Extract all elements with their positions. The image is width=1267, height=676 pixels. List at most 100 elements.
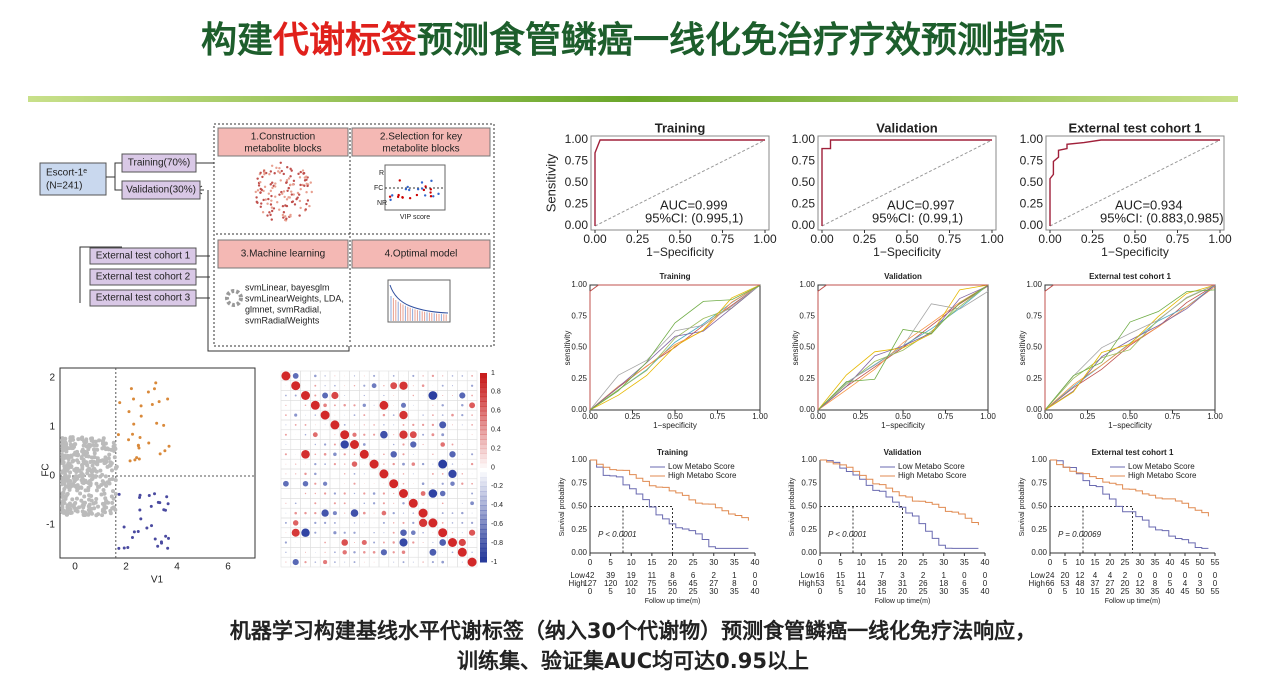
cell-dot <box>471 492 474 495</box>
chart-title: External test cohort 1 <box>1092 448 1174 457</box>
point <box>65 468 70 473</box>
cell-dot <box>392 375 395 377</box>
colorbar-label: 0.4 <box>491 427 501 434</box>
x-tick-label: 30 <box>1136 558 1145 567</box>
point <box>152 387 156 391</box>
cell-dot <box>431 423 435 427</box>
cell-dot <box>462 444 463 445</box>
cell-dot <box>323 443 327 446</box>
connector <box>196 255 210 299</box>
point <box>101 438 106 443</box>
point <box>113 492 118 497</box>
cell-dot <box>344 375 346 377</box>
point <box>153 537 157 541</box>
point <box>88 460 93 465</box>
cell-dot <box>380 430 388 439</box>
x-axis-label: 1−Specificity <box>873 245 941 259</box>
dot <box>274 182 277 185</box>
y-tick-label: 0.75 <box>1020 154 1044 168</box>
title-part: 预测食管鳞癌一线化免治疗疗效预测指标 <box>417 20 1065 61</box>
point <box>135 456 139 460</box>
cell-dot <box>354 502 355 504</box>
cell-dot <box>392 443 395 446</box>
x-tick-label: 0.00 <box>582 412 598 421</box>
cell-dot <box>373 531 375 534</box>
colorbar <box>480 443 487 450</box>
cell-dot <box>383 453 385 456</box>
cell-dot <box>452 424 453 426</box>
step-box <box>351 127 491 157</box>
y-axis-label: Survival probability <box>789 477 796 536</box>
diagonal <box>821 139 993 227</box>
point <box>60 502 65 507</box>
dot <box>265 171 268 175</box>
cell-dot <box>344 483 346 485</box>
x-tick-label: 40 <box>751 558 760 567</box>
point <box>81 457 86 462</box>
y-tick-label: 0.00 <box>801 548 817 557</box>
roc-curve <box>1044 289 1216 411</box>
cell-dot <box>362 443 366 446</box>
risk-low: 2 <box>921 571 926 580</box>
cell-dot <box>461 375 464 377</box>
point <box>132 397 136 401</box>
training-box <box>121 153 197 173</box>
x-tick-label: 35 <box>730 587 739 596</box>
colorbar <box>480 510 487 516</box>
x-tick-label: 0.50 <box>895 412 911 421</box>
cell-dot <box>304 423 307 426</box>
cell-dot <box>461 502 463 504</box>
cell-dot <box>334 561 336 563</box>
cell-dot <box>412 561 414 563</box>
point <box>117 546 121 550</box>
point <box>63 436 68 441</box>
auc-label: AUC=0.934 <box>1115 197 1183 212</box>
y-tick-label: 1.00 <box>1031 455 1047 464</box>
dot <box>282 172 285 176</box>
cell-dot <box>304 492 307 495</box>
cell-dot <box>292 520 299 526</box>
dot <box>420 181 424 184</box>
cell-dot <box>470 384 474 387</box>
risk-low: 4 <box>1093 571 1098 580</box>
colorbar <box>480 420 487 426</box>
x-tick-label: 5 <box>1063 587 1068 596</box>
cell-dot <box>305 444 306 445</box>
risk-high: 56 <box>668 579 677 588</box>
cell-dot <box>285 463 287 465</box>
cell-dot <box>461 532 463 534</box>
step-box <box>217 239 349 269</box>
risk-high: 53 <box>816 579 825 588</box>
point <box>96 504 101 509</box>
cell-dot <box>402 521 405 524</box>
dot <box>308 204 311 208</box>
x-tick-label: 55 <box>1211 587 1220 596</box>
point <box>86 488 91 493</box>
colorbar-label: 0.2 <box>491 445 501 452</box>
roc-curve <box>1044 284 1216 411</box>
cell-dot <box>451 443 454 446</box>
dot <box>259 191 262 194</box>
colorbar <box>480 462 487 468</box>
dot <box>287 186 290 190</box>
cell-dot <box>409 431 417 439</box>
cell-dot <box>353 561 356 564</box>
risk-high: 48 <box>1076 579 1085 588</box>
point <box>76 474 81 479</box>
dot <box>269 203 273 206</box>
point <box>116 433 120 437</box>
survival-curve <box>590 459 749 549</box>
point <box>87 466 92 471</box>
roc-curve <box>817 284 989 411</box>
colorbar <box>480 500 487 506</box>
y-tick-label: 0.75 <box>565 154 589 168</box>
x-tick-label: 0.75 <box>938 232 962 246</box>
cell-dot <box>285 404 287 406</box>
cell-dot <box>412 493 414 494</box>
cell-dot <box>412 404 414 406</box>
cell-dot <box>410 530 416 536</box>
x-tick-label: 25 <box>1121 558 1130 567</box>
cell-dot <box>324 385 326 387</box>
x-tick-label: 5 <box>838 558 843 567</box>
cell-dot <box>432 404 434 406</box>
